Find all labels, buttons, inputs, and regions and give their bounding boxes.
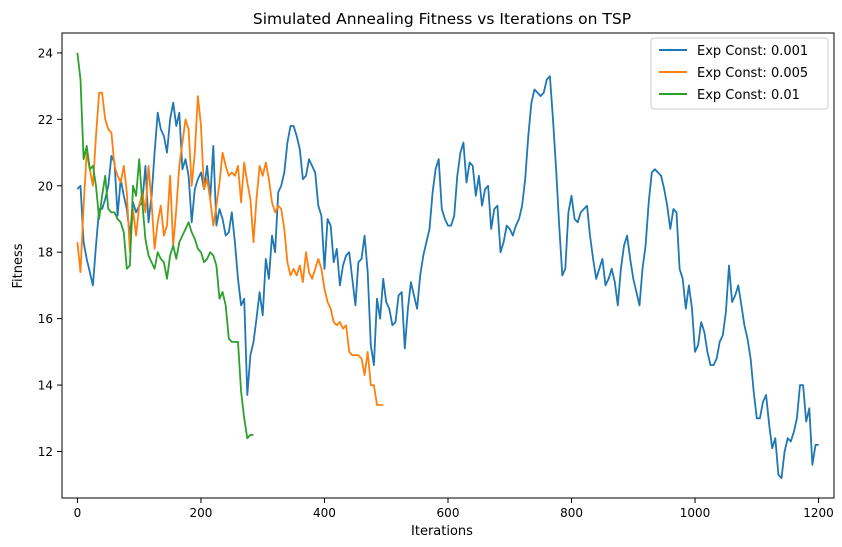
y-tick-label: 12 (38, 445, 53, 459)
y-tick-label: 16 (38, 312, 53, 326)
y-tick-label: 24 (38, 46, 53, 60)
x-tick-label: 400 (313, 506, 336, 520)
legend-box (650, 37, 829, 110)
y-tick-label: 20 (38, 179, 53, 193)
chart-title: Simulated Annealing Fitness vs Iteration… (253, 10, 631, 28)
y-tick-label: 18 (38, 246, 53, 260)
y-tick-label: 14 (38, 379, 53, 393)
x-tick-label: 600 (437, 506, 460, 520)
legend-label-0: Exp Const: 0.001 (697, 44, 808, 59)
y-axis-ticks: 12 14 16 18 20 22 24 (38, 46, 62, 459)
x-axis-ticks: 0 200 400 600 800 1000 1200 (74, 498, 834, 520)
x-tick-label: 800 (560, 506, 583, 520)
x-tick-label: 200 (190, 506, 213, 520)
legend-label-1: Exp Const: 0.005 (697, 66, 808, 81)
series-line-2 (76, 52, 254, 440)
legend: Exp Const: 0.001 Exp Const: 0.005 Exp Co… (650, 37, 829, 110)
legend-label-2: Exp Const: 0.01 (697, 88, 800, 103)
x-tick-label: 0 (74, 506, 82, 520)
series-line-1 (76, 91, 384, 406)
x-tick-label: 1200 (803, 506, 834, 520)
series-line-0 (76, 75, 819, 479)
y-tick-label: 22 (38, 113, 53, 127)
y-axis-label: Fitness (11, 243, 26, 288)
x-tick-label: 1000 (680, 506, 711, 520)
x-axis-label: Iterations (411, 524, 473, 539)
series-layer (76, 52, 819, 479)
